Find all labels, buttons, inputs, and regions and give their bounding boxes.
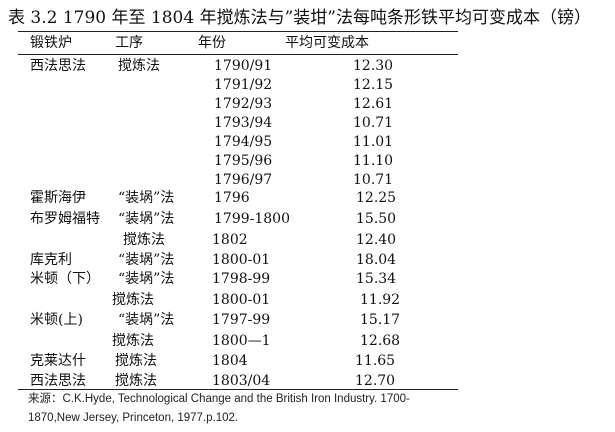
cell-works: 库克利	[30, 252, 72, 268]
cell-cost: 12.40	[356, 232, 397, 248]
table-bottom-rule	[18, 389, 458, 390]
cell-year: 1791/92	[214, 77, 273, 93]
table-header-rule	[18, 54, 458, 55]
source-line-1: 来源：C.K.Hyde, Technological Change and th…	[28, 393, 410, 405]
cell-year: 1795/96	[214, 153, 273, 169]
cell-cost: 12.25	[356, 190, 397, 206]
cell-year: 1799-1800	[214, 211, 290, 227]
cell-works: 霍斯海伊	[30, 190, 86, 206]
cell-year: 1800-01	[212, 292, 271, 308]
cell-process: “装埚”法	[118, 211, 175, 227]
cell-year: 1800—1	[212, 333, 271, 349]
cell-works: 西法思法	[30, 373, 86, 389]
header-year: 年份	[198, 35, 226, 51]
cell-cost: 11.10	[353, 153, 394, 169]
table-title: 表 3.2 1790 年至 1804 年搅炼法与”装坩”法每吨条形铁平均可变成本…	[8, 8, 591, 28]
cell-year: 1797-99	[212, 312, 271, 328]
source-line-2: 1870,New Jersey, Princeton, 1977.p.102.	[28, 412, 239, 424]
header-works: 锻铁炉	[30, 35, 72, 51]
cell-year: 1802	[212, 232, 248, 248]
cell-works: 西法思法	[30, 58, 86, 74]
cell-cost: 10.71	[353, 172, 394, 188]
cell-works: 布罗姆福特	[30, 211, 100, 227]
cell-cost: 15.17	[360, 312, 401, 328]
cell-cost: 18.04	[356, 252, 397, 268]
cell-works: 米顿（下）	[30, 271, 100, 287]
cell-year: 1796	[214, 190, 250, 206]
cell-year: 1804	[212, 353, 248, 369]
cell-cost: 11.01	[353, 134, 394, 150]
cell-cost: 15.34	[356, 271, 397, 287]
cell-cost: 10.71	[353, 115, 394, 131]
cell-cost: 12.61	[353, 96, 394, 112]
cell-process: 搅炼法	[115, 353, 157, 369]
cell-process: 搅炼法	[118, 58, 160, 74]
header-process: 工序	[115, 35, 143, 51]
cell-cost: 12.70	[355, 373, 396, 389]
cell-cost: 12.15	[353, 77, 394, 93]
cell-cost: 11.92	[360, 292, 401, 308]
cell-cost: 15.50	[356, 211, 397, 227]
cell-year: 1793/94	[214, 115, 273, 131]
source-note: 来源：C.K.Hyde, Technological Change and th…	[28, 390, 478, 428]
cell-year: 1790/91	[214, 58, 273, 74]
cell-cost: 12.68	[360, 333, 401, 349]
cell-works: 克莱达什	[30, 353, 86, 369]
cell-process: “装埚”法	[118, 190, 175, 206]
header-cost: 平均可变成本	[285, 35, 369, 51]
cell-process: 搅炼法	[123, 232, 165, 248]
cell-process: 搅炼法	[112, 292, 154, 308]
cell-year: 1800-01	[212, 252, 271, 268]
cell-year: 1803/04	[212, 373, 271, 389]
cell-process: 搅炼法	[115, 373, 157, 389]
cell-process: “装埚”法	[118, 312, 175, 328]
cell-process: “装埚”法	[118, 252, 175, 268]
cell-year: 1798-99	[212, 271, 271, 287]
cell-cost: 12.30	[353, 58, 394, 74]
cell-year: 1794/95	[214, 134, 273, 150]
cell-works: 米顿(上)	[30, 312, 83, 328]
cell-year: 1792/93	[214, 96, 273, 112]
table-top-rule	[18, 31, 458, 32]
cell-process: “装埚”法	[118, 271, 175, 287]
cell-cost: 11.65	[355, 353, 396, 369]
cell-process: 搅炼法	[112, 333, 154, 349]
cell-year: 1796/97	[214, 172, 273, 188]
